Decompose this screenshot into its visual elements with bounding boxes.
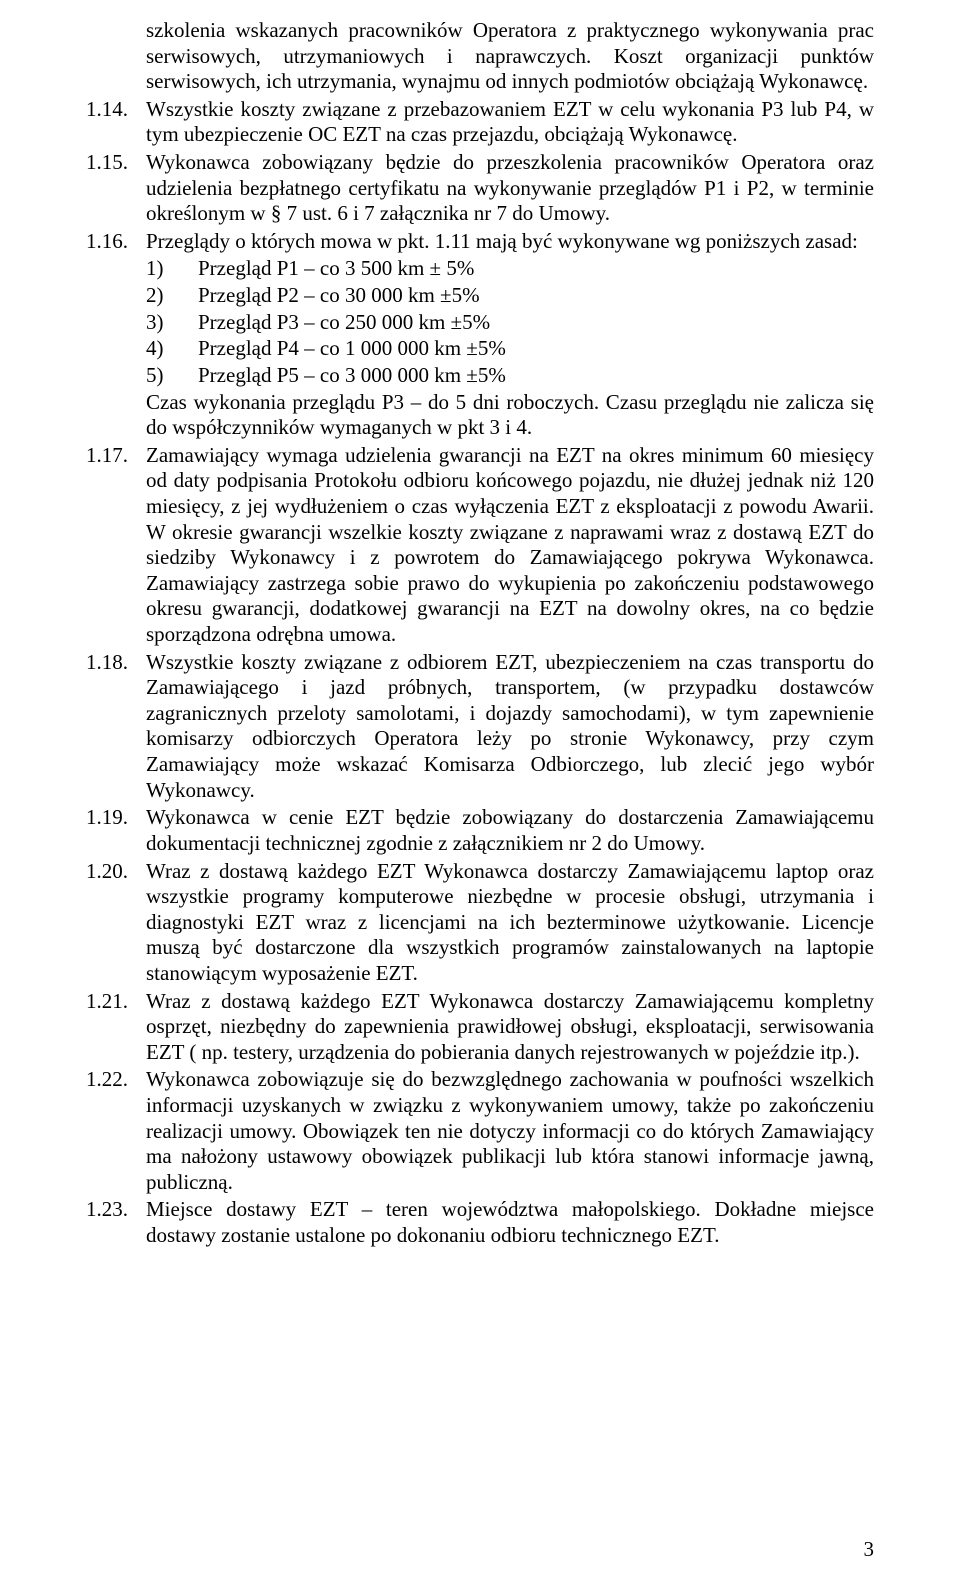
sublist-number: 3) [146,310,198,336]
sublist-text: Przegląd P3 – co 250 000 km ±5% [198,310,874,336]
sublist-number: 2) [146,283,198,309]
sublist-text: Przegląd P1 – co 3 500 km ± 5% [198,256,874,282]
list-item: 1.17.Zamawiający wymaga udzielenia gwara… [86,443,874,648]
sublist-item: 1)Przegląd P1 – co 3 500 km ± 5% [146,256,874,282]
list-item: 1.15.Wykonawca zobowiązany będzie do prz… [86,150,874,227]
list-item: 1.16.Przeglądy o których mowa w pkt. 1.1… [86,229,874,255]
list-item: 1.23.Miejsce dostawy EZT – teren wojewód… [86,1197,874,1248]
sublist: 1)Przegląd P1 – co 3 500 km ± 5%2)Przegl… [146,256,874,388]
item-number: 1.15. [86,150,146,227]
item-number: 1.22. [86,1067,146,1195]
sublist-text: Przegląd P5 – co 3 000 000 km ±5% [198,363,874,389]
sublist-number: 5) [146,363,198,389]
sublist-number: 4) [146,336,198,362]
item-number: 1.14. [86,97,146,148]
continuation-paragraph: szkolenia wskazanych pracowników Operato… [146,18,874,95]
items-list: 1.14.Wszystkie koszty związane z przebaz… [86,97,874,1249]
document-page: szkolenia wskazanych pracowników Operato… [0,0,960,1582]
list-item: 1.21.Wraz z dostawą każdego EZT Wykonawc… [86,989,874,1066]
sublist-item: 5)Przegląd P5 – co 3 000 000 km ±5% [146,363,874,389]
item-text: Wszystkie koszty związane z przebazowani… [146,97,874,148]
list-item: 1.14.Wszystkie koszty związane z przebaz… [86,97,874,148]
sublist-item: 3)Przegląd P3 – co 250 000 km ±5% [146,310,874,336]
item-text: Wykonawca zobowiązuje się do bezwzględne… [146,1067,874,1195]
sublist-text: Przegląd P4 – co 1 000 000 km ±5% [198,336,874,362]
item-number: 1.19. [86,805,146,856]
item-text: Wraz z dostawą każdego EZT Wykonawca dos… [146,989,874,1066]
item-number: 1.20. [86,859,146,987]
item-text: Przeglądy o których mowa w pkt. 1.11 maj… [146,229,874,255]
sublist-number: 1) [146,256,198,282]
page-number: 3 [864,1537,875,1562]
item-number: 1.21. [86,989,146,1066]
sublist-item: 2)Przegląd P2 – co 30 000 km ±5% [146,283,874,309]
item-text: Wykonawca w cenie EZT będzie zobowiązany… [146,805,874,856]
list-item: 1.22.Wykonawca zobowiązuje się do bezwzg… [86,1067,874,1195]
sublist-item: 4)Przegląd P4 – co 1 000 000 km ±5% [146,336,874,362]
item-text: Wszystkie koszty związane z odbiorem EZT… [146,650,874,804]
item-number: 1.18. [86,650,146,804]
list-item: 1.18.Wszystkie koszty związane z odbiore… [86,650,874,804]
item-number: 1.23. [86,1197,146,1248]
item-text: Miejsce dostawy EZT – teren województwa … [146,1197,874,1248]
sublist-text: Przegląd P2 – co 30 000 km ±5% [198,283,874,309]
item-text: Wykonawca zobowiązany będzie do przeszko… [146,150,874,227]
item-after-sublist: Czas wykonania przeglądu P3 – do 5 dni r… [146,390,874,441]
item-number: 1.16. [86,229,146,255]
list-item: 1.19.Wykonawca w cenie EZT będzie zobowi… [86,805,874,856]
list-item: 1.20.Wraz z dostawą każdego EZT Wykonawc… [86,859,874,987]
item-number: 1.17. [86,443,146,648]
item-text: Zamawiający wymaga udzielenia gwarancji … [146,443,874,648]
item-text: Wraz z dostawą każdego EZT Wykonawca dos… [146,859,874,987]
